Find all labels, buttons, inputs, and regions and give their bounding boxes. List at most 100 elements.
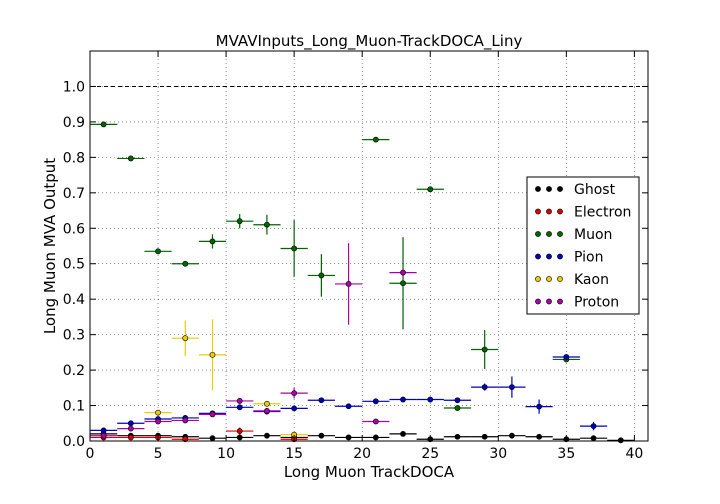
- legend-marker-electron: [546, 208, 552, 215]
- y-tick-label: 0.5: [63, 257, 85, 273]
- ghost-data-point: [481, 433, 488, 440]
- muon-data-point: [427, 186, 434, 193]
- proton-data-point: [182, 417, 189, 424]
- legend-marker-ghost: [546, 186, 552, 192]
- x-tick-label: 5: [154, 446, 163, 462]
- legend-marker-ghost: [557, 186, 563, 192]
- ghost-data-point: [264, 432, 270, 439]
- ghost-data-point: [536, 433, 543, 440]
- muon-data-point: [291, 245, 298, 252]
- y-axis-label: Long Muon MVA Output: [41, 158, 59, 334]
- legend-marker-proton: [546, 298, 552, 305]
- legend-frame: [526, 176, 640, 315]
- legend-label-pion: Pion: [574, 250, 603, 266]
- proton-data-point: [264, 407, 270, 414]
- pion-data-point: [427, 396, 434, 403]
- muon-data-point: [127, 155, 134, 162]
- muon-data-point: [209, 238, 216, 245]
- muon-data-point: [454, 405, 461, 411]
- legend-marker-kaon: [546, 276, 552, 282]
- pion-data-point: [372, 398, 379, 405]
- ghost-data-point: [400, 431, 406, 437]
- legend-marker-kaon: [557, 276, 563, 282]
- y-tick-label: 0.8: [63, 150, 85, 166]
- ghost-data-point: [318, 432, 325, 439]
- x-tick-label: 25: [421, 446, 439, 462]
- ghost-data-point: [509, 432, 515, 439]
- kaon-data-point: [182, 335, 189, 342]
- x-tick-label: 20: [353, 446, 371, 462]
- muon-data-point: [481, 346, 488, 353]
- muon-data-point: [400, 280, 406, 287]
- legend-label-proton: Proton: [574, 295, 619, 311]
- proton-data-point: [100, 432, 107, 439]
- y-tick-label: 0.2: [63, 363, 85, 379]
- ghost-data-point: [372, 434, 379, 441]
- pion-data-point: [509, 384, 515, 391]
- plot-frame: [89, 50, 649, 442]
- proton-data-point: [236, 398, 243, 404]
- legend-marker-muon: [535, 231, 541, 237]
- proton-data-point: [372, 418, 379, 425]
- ghost-data-point: [345, 434, 352, 441]
- axis-ticks: 0 5 10 15 20 25 30 35 40 0.0 0.1 0.2 0.3 0.4 0.5 0.6 0.7…: [63, 51, 648, 462]
- proton-data-point: [291, 390, 298, 397]
- electron-data-point: [127, 434, 134, 441]
- proton-data-point: [155, 418, 161, 425]
- x-axis-label: Long Muon TrackDOCA: [284, 463, 455, 481]
- ghost-data-point: [236, 434, 243, 441]
- legend-marker-ghost: [535, 186, 541, 192]
- series-kaon: [144, 319, 308, 438]
- muon-data-point: [318, 272, 325, 279]
- y-tick-label: 0.6: [63, 221, 85, 237]
- pion-data-point: [100, 427, 107, 434]
- pion-data-point: [481, 384, 488, 391]
- x-tick-label: 0: [86, 446, 95, 462]
- pion-data-point: [318, 397, 325, 404]
- muon-data-point: [264, 221, 270, 228]
- kaon-data-point: [155, 409, 161, 416]
- legend-marker-pion: [557, 253, 563, 260]
- y-tick-label: 0.0: [63, 434, 85, 450]
- legend-marker-electron: [535, 208, 541, 215]
- legend-marker-proton: [535, 298, 541, 305]
- legend: Ghost Electron Muon Pion Kaon Proton: [526, 176, 640, 315]
- ghost-data-point: [617, 437, 624, 444]
- muon-data-point: [372, 136, 379, 143]
- ghost-data-point: [590, 435, 597, 442]
- legend-marker-proton: [557, 298, 563, 305]
- legend-marker-electron: [557, 208, 563, 215]
- pion-data-point: [536, 403, 543, 410]
- kaon-data-point: [209, 351, 216, 358]
- pion-data-point: [454, 397, 461, 404]
- legend-label-ghost: Ghost: [574, 182, 616, 198]
- legend-label-kaon: Kaon: [574, 272, 609, 288]
- muon-data-point: [236, 218, 243, 225]
- y-tick-label: 0.1: [63, 399, 85, 415]
- y-tick-label: 0.4: [63, 292, 85, 308]
- pion-data-point: [590, 423, 597, 430]
- ghost-data-point: [454, 433, 461, 440]
- electron-data-point: [236, 428, 243, 434]
- pion-data-point: [236, 404, 243, 411]
- y-tick-label: 0.3: [63, 328, 85, 344]
- legend-marker-pion: [546, 253, 552, 260]
- pion-data-point: [345, 403, 352, 410]
- muon-data-point: [182, 260, 189, 267]
- proton-data-point: [345, 281, 352, 287]
- pion-data-point: [291, 405, 298, 412]
- proton-data-point: [127, 425, 134, 432]
- y-tick-label: 0.7: [63, 186, 85, 202]
- muon-data-point: [155, 248, 161, 255]
- legend-marker-muon: [546, 231, 552, 237]
- proton-data-point: [400, 269, 406, 276]
- series-muon: [90, 121, 580, 411]
- kaon-data-point: [264, 400, 270, 407]
- chart-title: MVAVInputs_Long_Muon-TrackDOCA_Liny: [216, 32, 523, 51]
- y-tick-label: 1.0: [63, 79, 85, 95]
- x-tick-label: 40: [625, 446, 643, 462]
- y-tick-label: 0.9: [63, 115, 85, 131]
- ghost-data-point: [209, 435, 216, 442]
- x-tick-label: 35: [557, 446, 575, 462]
